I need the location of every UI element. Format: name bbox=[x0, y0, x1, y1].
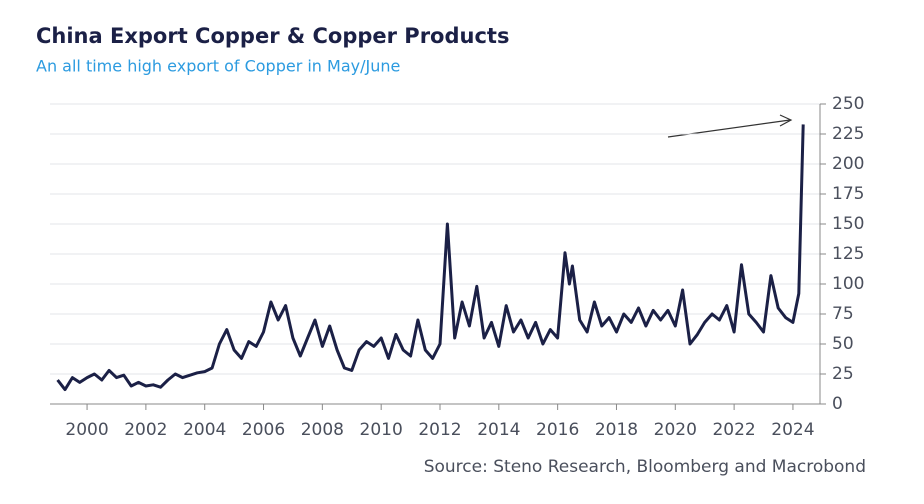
x-tick-label: 2020 bbox=[654, 420, 697, 440]
y-tick-label: 0 bbox=[832, 394, 843, 414]
x-tick-label: 2000 bbox=[65, 420, 108, 440]
series-line bbox=[56, 124, 805, 392]
x-tick-label: 2014 bbox=[477, 420, 520, 440]
x-tick-label: 2006 bbox=[242, 420, 285, 440]
x-tick-label: 2018 bbox=[595, 420, 638, 440]
y-tick-label: 150 bbox=[832, 214, 864, 234]
y-tick-label: 50 bbox=[832, 334, 854, 354]
y-tick-label: 225 bbox=[832, 124, 864, 144]
y-tick-label: 125 bbox=[832, 244, 864, 264]
x-tick-label: 2022 bbox=[712, 420, 755, 440]
x-tick-label: 2002 bbox=[124, 420, 167, 440]
x-tick-label: 2008 bbox=[301, 420, 344, 440]
chart-subtitle: An all time high export of Copper in May… bbox=[36, 57, 400, 76]
source: Source: Steno Research, Bloomberg and Ma… bbox=[424, 457, 866, 477]
y-tick-label: 75 bbox=[832, 304, 854, 324]
x-tick-label: 2004 bbox=[183, 420, 226, 440]
x-tick-label: 2016 bbox=[536, 420, 579, 440]
chart-title: China Export Copper & Copper Products bbox=[36, 24, 509, 48]
arrow-head bbox=[779, 114, 793, 127]
y-tick-label: 100 bbox=[832, 274, 864, 294]
x-tick-label: 2024 bbox=[771, 420, 814, 440]
y-tick-label: 200 bbox=[832, 154, 864, 174]
x-tick-label: 2012 bbox=[418, 420, 461, 440]
y-tick-label: 175 bbox=[832, 184, 864, 204]
y-tick-label: 25 bbox=[832, 364, 854, 384]
x-tick-label: 2010 bbox=[360, 420, 403, 440]
y-tick-label: 250 bbox=[832, 94, 864, 114]
